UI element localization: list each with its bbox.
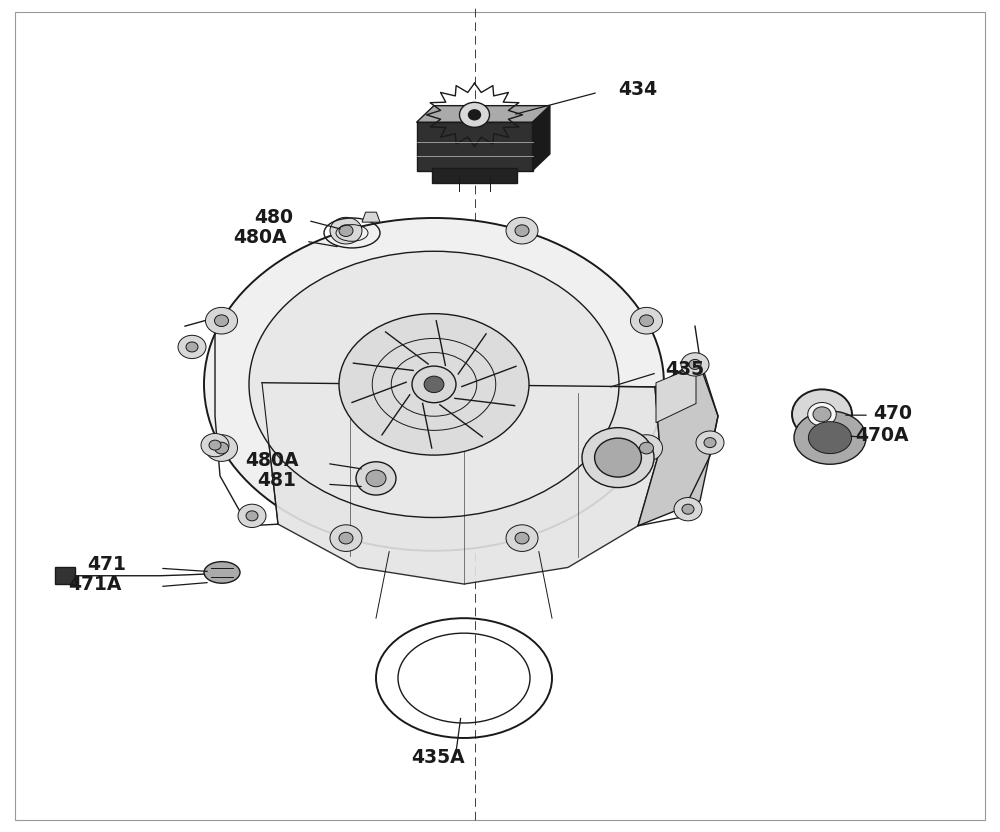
Circle shape [412,366,456,403]
Text: 481: 481 [257,472,296,490]
Circle shape [206,435,238,462]
Circle shape [696,431,724,454]
Circle shape [238,504,266,527]
Polygon shape [416,106,550,122]
Circle shape [246,511,258,521]
Ellipse shape [582,428,654,488]
Polygon shape [416,122,532,171]
Ellipse shape [339,314,529,455]
Circle shape [356,462,396,495]
Circle shape [506,525,538,552]
Circle shape [639,443,653,454]
Circle shape [460,102,490,127]
Text: 471: 471 [87,555,126,573]
Circle shape [639,314,653,326]
Circle shape [674,498,702,521]
Text: 434: 434 [618,80,657,98]
Text: 435A: 435A [411,748,465,766]
Polygon shape [656,366,696,423]
Circle shape [201,433,229,457]
Circle shape [215,443,229,454]
Polygon shape [362,212,380,222]
Ellipse shape [249,251,619,518]
Circle shape [186,342,198,352]
Circle shape [506,217,538,244]
Polygon shape [432,168,517,183]
Circle shape [206,307,238,334]
Circle shape [215,314,229,326]
Circle shape [424,376,444,393]
Text: 480: 480 [254,208,293,226]
Ellipse shape [813,407,831,422]
Circle shape [339,225,353,236]
Text: 480A: 480A [233,229,287,247]
Ellipse shape [204,562,240,583]
Text: 480A: 480A [245,451,298,469]
Circle shape [681,353,709,376]
Ellipse shape [792,389,852,439]
Circle shape [689,359,701,369]
Circle shape [339,532,353,544]
Ellipse shape [204,218,664,551]
Text: 470: 470 [873,404,912,423]
Polygon shape [638,359,718,526]
Circle shape [515,225,529,236]
Polygon shape [532,106,550,171]
Text: 470A: 470A [855,427,908,445]
Circle shape [704,438,716,448]
Circle shape [209,440,221,450]
Circle shape [630,435,662,462]
Text: 471A: 471A [68,576,121,594]
Ellipse shape [794,411,866,464]
Polygon shape [55,567,75,584]
Circle shape [515,532,529,544]
Polygon shape [262,383,660,584]
Circle shape [468,110,480,120]
Ellipse shape [595,438,641,477]
Circle shape [330,217,362,244]
Circle shape [330,525,362,552]
Text: 435: 435 [665,360,704,379]
Ellipse shape [808,422,852,453]
Ellipse shape [808,403,836,426]
Circle shape [178,335,206,359]
Circle shape [682,504,694,514]
Circle shape [630,307,662,334]
Circle shape [366,470,386,487]
